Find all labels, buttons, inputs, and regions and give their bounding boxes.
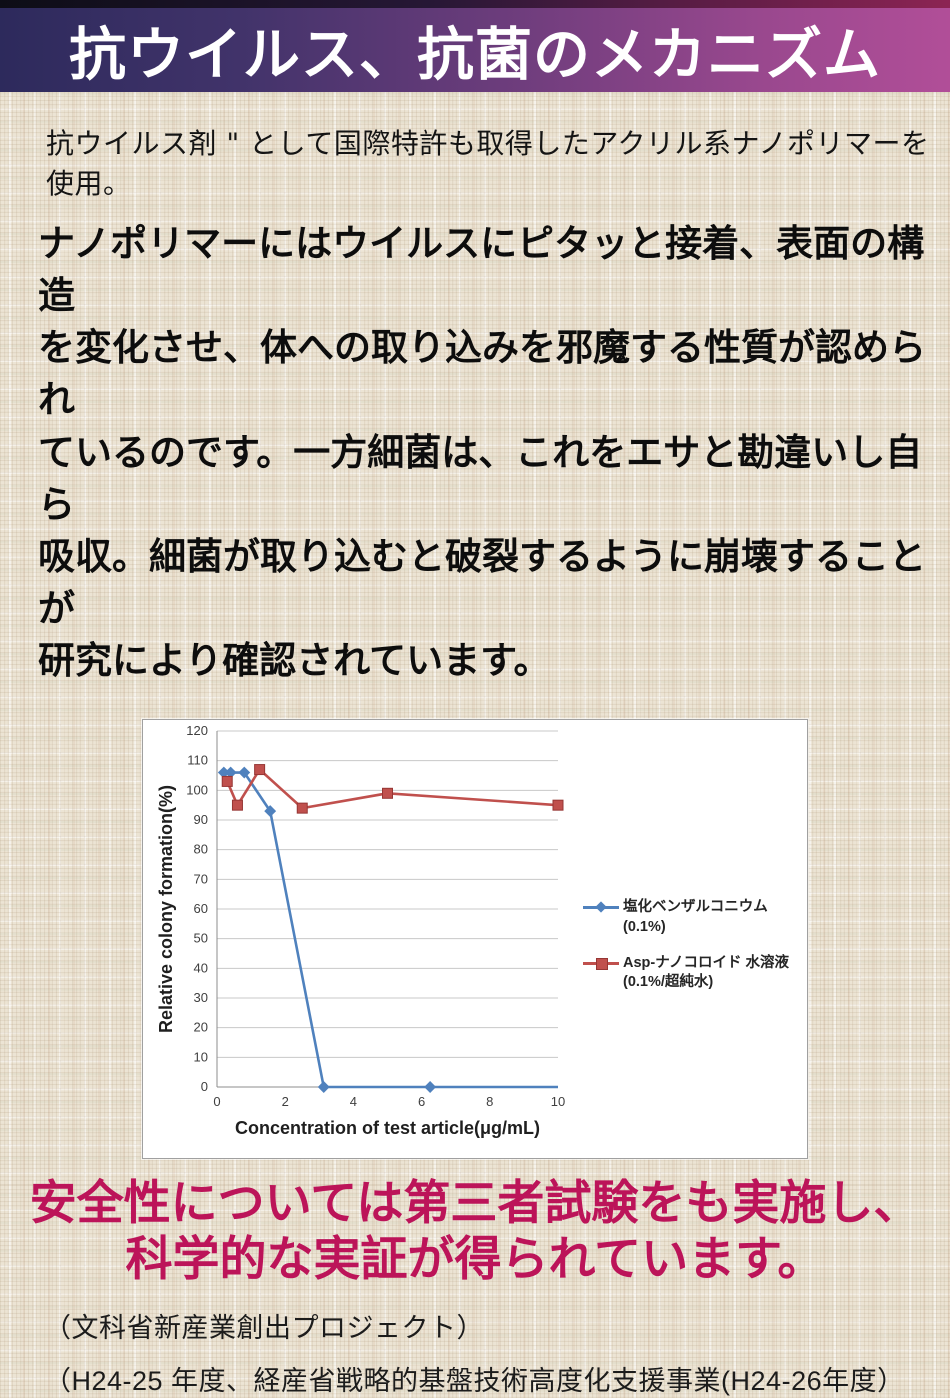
- svg-text:100: 100: [186, 783, 208, 798]
- svg-text:Concentration of test article(: Concentration of test article(μg/mL): [235, 1118, 540, 1138]
- svg-text:70: 70: [194, 872, 208, 887]
- colony-formation-chart: 0 10 20 30 40 50 60 70 80 90 100 110 120 0 2 4 6 8 10 Conce…: [156, 723, 565, 1138]
- blue-diamond-line-icon: [583, 898, 619, 916]
- svg-text:40: 40: [194, 961, 208, 976]
- svg-text:20: 20: [194, 1020, 208, 1035]
- legend-entry-benzalkonium: 塩化ベンザルコニウム (0.1%): [583, 898, 801, 937]
- svg-text:2: 2: [282, 1094, 289, 1109]
- chart-legend: 塩化ベンザルコニウム (0.1%) Asp-ナノコロイド 水溶液(0.1%/超純…: [583, 898, 801, 1008]
- top-accent-strip: [0, 0, 950, 8]
- svg-text:50: 50: [194, 931, 208, 946]
- svg-text:6: 6: [418, 1094, 425, 1109]
- svg-text:30: 30: [194, 990, 208, 1005]
- svg-text:4: 4: [350, 1094, 357, 1109]
- svg-text:120: 120: [186, 723, 208, 738]
- legend-label: 塩化ベンザルコニウム (0.1%): [623, 899, 768, 935]
- mechanism-paragraph: ナノポリマーにはウイルスにピタッと接着、表面の構造 を変化させ、体への取り込みを…: [38, 223, 926, 682]
- colony-formation-chart-panel: 0 10 20 30 40 50 60 70 80 90 100 110 120 0 2 4 6 8 10 Conce…: [142, 719, 808, 1160]
- legend-label: Asp-ナノコロイド 水溶液(0.1%/超純水): [623, 954, 790, 991]
- svg-text:0: 0: [213, 1094, 220, 1109]
- footnote-meti-program: （H24-25 年度、経産省戦略的基盤技術高度化支援事業(H24-26年度）: [44, 1366, 905, 1397]
- svg-text:0: 0: [201, 1079, 208, 1094]
- svg-text:90: 90: [194, 812, 208, 827]
- svg-text:60: 60: [194, 901, 208, 916]
- page-title: 抗ウイルス、抗菌のメカニズム: [69, 23, 881, 87]
- svg-text:80: 80: [194, 842, 208, 857]
- header-banner: 抗ウイルス、抗菌のメカニズム: [0, 8, 950, 92]
- svg-text:Relative colony formation(%): Relative colony formation(%): [156, 785, 176, 1033]
- footnote-mext-project: （文科省新産業創出プロジェクト）: [44, 1313, 484, 1344]
- footnotes: （文科省新産業創出プロジェクト） （H24-25 年度、経産省戦略的基盤技術高度…: [44, 1306, 950, 1398]
- legend-entry-asp-nanocolloid: Asp-ナノコロイド 水溶液(0.1%/超純水): [583, 954, 801, 993]
- red-square-line-icon: [583, 954, 619, 972]
- svg-text:8: 8: [486, 1094, 493, 1109]
- safety-heading: 安全性については第三者試験をも実施し、 科学的な実証が得られています。: [29, 1176, 921, 1285]
- svg-text:110: 110: [187, 753, 208, 768]
- intro-paragraph: 抗ウイルス剤 " として国際特許も取得したアクリル系ナノポリマーを使用。: [46, 127, 930, 200]
- svg-text:10: 10: [551, 1094, 565, 1109]
- svg-text:10: 10: [194, 1050, 208, 1065]
